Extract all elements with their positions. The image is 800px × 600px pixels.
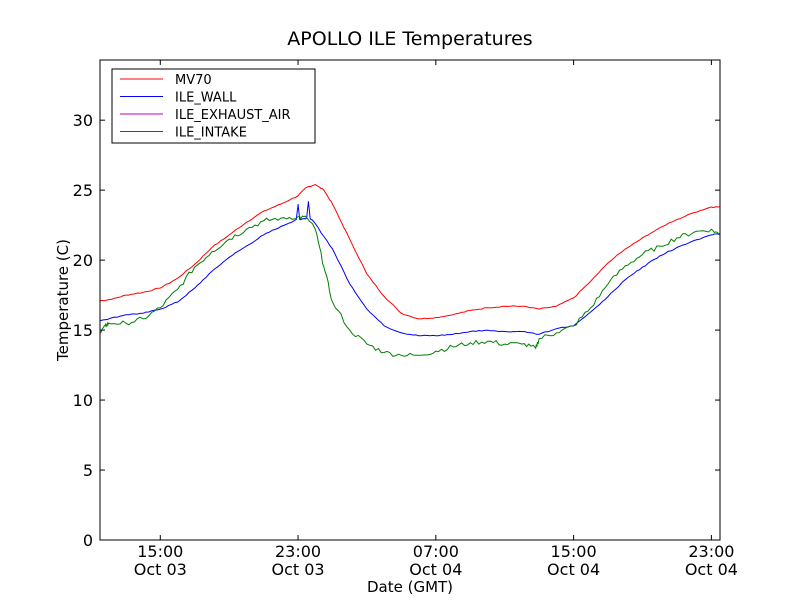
x-tick-label-time: 23:00 [688,542,734,561]
legend-label: MV70 [175,73,212,88]
legend-label: ILE_INTAKE [175,126,247,141]
y-tick-label: 10 [73,391,93,410]
series-line-ile-wall [99,201,721,337]
x-tick-label-date: Oct 03 [272,560,325,579]
legend: MV70 ILE_WALL ILE_EXHAUST_AIR ILE_INTAKE [111,68,316,144]
legend-label: ILE_EXHAUST_AIR [175,108,291,123]
legend-label: ILE_WALL [175,91,237,106]
chart-title: APOLLO ILE Temperatures [287,28,532,50]
x-tick-label-time: 15:00 [551,542,597,561]
x-tick-label-time: 07:00 [413,542,459,561]
y-tick-label: 5 [83,461,93,480]
x-tick-label-date: Oct 04 [409,560,462,579]
series-line-mv70 [99,183,720,320]
x-tick-label-time: 15:00 [137,542,183,561]
y-axis-label: Temperature (C) [54,239,72,362]
plot-frame [99,59,721,541]
legend-box [111,68,316,144]
series-line-ile-intake [99,215,721,357]
x-tick-label-time: 23:00 [275,542,321,561]
y-tick-label: 25 [73,181,93,200]
x-tick-label-date: Oct 04 [685,560,738,579]
x-tick-label-date: Oct 03 [134,560,187,579]
y-axis: 0 5 10 15 20 25 30 [73,111,720,550]
y-tick-label: 0 [83,531,93,550]
y-tick-label: 30 [73,111,93,130]
x-axis-label: Date (GMT) [367,578,453,596]
y-tick-label: 15 [73,321,93,340]
y-tick-label: 20 [73,251,93,270]
series-lines [99,183,721,357]
x-tick-label-date: Oct 04 [547,560,600,579]
